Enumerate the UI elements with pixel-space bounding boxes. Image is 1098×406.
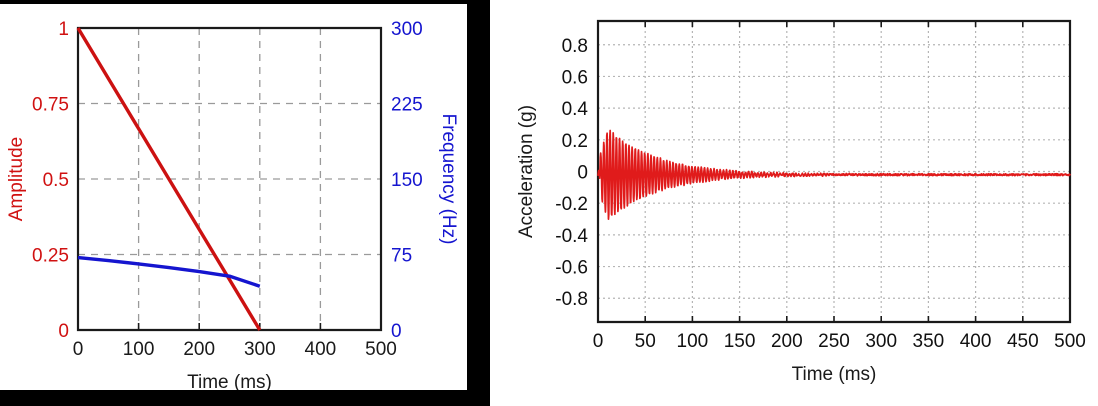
right-y-tick-label: 0.2 (562, 131, 588, 152)
left-y-tick-labels: 0 0.25 0.5 0.75 1 (32, 19, 69, 342)
right-x-tick-label: 250 (818, 331, 850, 352)
left-y2-tick-label: 75 (391, 246, 412, 267)
left-y2-tick-label: 300 (391, 19, 423, 40)
right-y-tick-label: 0.6 (562, 67, 588, 88)
left-series-frequency (77, 255, 261, 288)
right-x-tick-label: 350 (913, 331, 945, 352)
left-x-tick-labels: 0 100 200 300 400 500 (73, 339, 397, 360)
right-x-tick-labels: 0 50 100 150 200 250 300 350 400 450 500 (593, 331, 1086, 352)
chart-panel-left: 0 0.25 0.5 0.75 1 0 75 150 225 300 0 100 200 300 400 50… (0, 4, 467, 390)
left-x-tick-label: 200 (183, 339, 215, 360)
left-panel-top-rule (0, 0, 467, 4)
left-series-group (76, 27, 262, 331)
left-x-tick-label: 100 (123, 339, 155, 360)
left-y2-axis-title: Frequency (Hz) (438, 114, 459, 245)
right-x-tick-label: 200 (771, 331, 803, 352)
right-chart-svg: 0.80.60.40.20-0.2-0.4-0.6-0.80 50 100 150 20… (516, 19, 1086, 385)
left-x-tick-label: 0 (73, 339, 84, 360)
right-y-axis-title: Acceleration (g) (516, 105, 537, 238)
left-series-amplitude (76, 27, 262, 331)
right-x-tick-label: 300 (865, 331, 897, 352)
right-x-tick-label: 0 (593, 331, 604, 352)
right-x-axis-title: Time (ms) (792, 364, 877, 385)
left-y-tick-label: 0.75 (32, 95, 69, 116)
right-x-tick-label: 100 (677, 331, 709, 352)
left-y-axis-title: Amplitude (6, 137, 27, 222)
left-y2-tick-labels: 0 75 150 225 300 (391, 19, 423, 342)
left-x-tick-marks (77, 323, 382, 330)
right-y-tick-label: -0.4 (555, 226, 588, 247)
right-y-tick-label: 0 (577, 163, 588, 184)
left-y-tick-label: 0 (58, 321, 69, 342)
right-x-tick-label: 50 (635, 331, 656, 352)
panel-divider-band (467, 0, 490, 382)
right-series-acceleration (597, 129, 1071, 221)
left-y-tick-label: 1 (58, 19, 69, 40)
right-x-tick-label: 150 (724, 331, 756, 352)
left-y2-tick-label: 0 (391, 321, 402, 342)
right-y-tick-label: 0.4 (562, 99, 589, 120)
left-chart-svg: 0 0.25 0.5 0.75 1 0 75 150 225 300 0 100 200 300 400 50… (6, 19, 459, 390)
right-y-tick-labels: 0.8 0.6 0.4 0.2 0 -0.2 -0.4 -0.6 -0.8 (555, 36, 588, 310)
right-y-tick-label: -0.8 (555, 289, 588, 310)
right-y-tick-label: -0.6 (555, 258, 588, 279)
left-x-tick-label: 300 (244, 339, 276, 360)
right-y-tick-label: -0.2 (555, 194, 588, 215)
chart-panel-right: 0.8 0.6 0.4 0.2 0 -0.2 -0.4 -0.6 -0.8 0 50 100 150 20… (490, 0, 1098, 406)
right-x-tick-marks (597, 21, 1071, 322)
right-y-tick-label: 0.8 (562, 36, 588, 57)
right-x-tick-label: 450 (1007, 331, 1039, 352)
right-x-tick-label: 400 (960, 331, 992, 352)
left-x-tick-label: 400 (305, 339, 337, 360)
right-x-tick-label: 500 (1054, 331, 1086, 352)
left-x-tick-label: 500 (365, 339, 397, 360)
left-x-axis-title: Time (ms) (187, 372, 272, 390)
left-y2-tick-label: 225 (391, 95, 423, 116)
figure-bottom-band (0, 390, 490, 406)
left-y-tick-label: 0.5 (43, 170, 69, 191)
left-y2-tick-label: 150 (391, 170, 423, 191)
left-gridlines (78, 28, 381, 330)
left-y-tick-label: 0.25 (32, 246, 69, 267)
